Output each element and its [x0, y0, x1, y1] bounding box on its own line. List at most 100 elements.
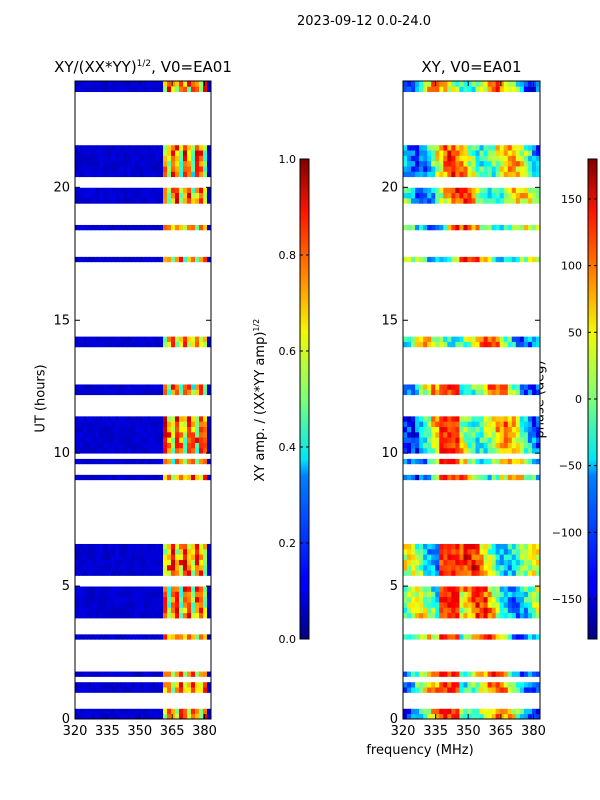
heatmap-cell	[151, 171, 156, 178]
heatmap-cell	[199, 298, 204, 305]
heatmap-cell	[147, 421, 152, 427]
heatmap-cell	[147, 516, 152, 523]
heatmap-cell	[403, 639, 408, 645]
heatmap-cell	[407, 687, 412, 693]
heatmap-cell	[127, 639, 132, 645]
heatmap-cell	[99, 176, 104, 183]
heatmap-cell	[195, 665, 200, 672]
heatmap-cell	[207, 617, 212, 624]
heatmap-cell	[175, 171, 180, 178]
heatmap-cell	[83, 277, 88, 284]
heatmap-cell	[175, 81, 180, 87]
heatmap-cell	[195, 176, 200, 183]
heatmap-cell	[95, 378, 100, 385]
heatmap-cell	[451, 644, 456, 651]
heatmap-cell	[187, 171, 192, 178]
heatmap-cell	[439, 649, 444, 656]
heatmap-cell	[199, 453, 204, 459]
heatmap-cell	[91, 596, 96, 603]
heatmap-cell	[503, 660, 509, 667]
heatmap-cell	[95, 86, 100, 93]
heatmap-cell	[207, 469, 212, 475]
heatmap-cell	[83, 341, 88, 348]
heatmap-cell	[187, 346, 192, 353]
heatmap-cell	[115, 251, 120, 257]
heatmap-cell	[187, 575, 192, 582]
heatmap-cell	[171, 155, 176, 162]
heatmap-cell	[131, 623, 136, 630]
heatmap-cell	[163, 676, 168, 683]
heatmap-cell	[75, 102, 80, 108]
heatmap-cell	[123, 501, 128, 507]
heatmap-cell	[119, 421, 124, 427]
heatmap-cell	[103, 458, 108, 465]
heatmap-cell	[459, 655, 464, 661]
heatmap-cell	[79, 182, 84, 188]
heatmap-cell	[131, 511, 136, 518]
heatmap-cell	[183, 405, 188, 412]
heatmap-cell	[191, 681, 196, 688]
heatmap-cell	[75, 692, 80, 699]
heatmap-cell	[83, 671, 88, 677]
heatmap-cell	[199, 639, 204, 645]
heatmap-cell	[127, 112, 132, 119]
heatmap-cell	[203, 442, 208, 449]
heatmap-cell	[115, 235, 120, 241]
heatmap-cell	[171, 495, 176, 502]
heatmap-cell	[495, 703, 501, 709]
heatmap-cell	[183, 134, 188, 140]
heatmap-cell	[99, 665, 104, 672]
heatmap-cell	[163, 522, 168, 528]
heatmap-cell	[143, 660, 148, 667]
heatmap-cell	[499, 623, 505, 630]
heatmap-cell	[123, 548, 128, 555]
heatmap-cell	[87, 283, 92, 289]
heatmap-cell	[483, 639, 489, 645]
heatmap-cell	[203, 586, 208, 592]
heatmap-cell	[151, 623, 156, 630]
heatmap-cell	[171, 527, 176, 534]
heatmap-cell	[183, 586, 188, 592]
heatmap-cell	[519, 612, 525, 619]
heatmap-cell	[171, 112, 176, 119]
heatmap-cell	[151, 421, 156, 427]
heatmap-cell	[431, 628, 436, 635]
heatmap-cell	[183, 346, 188, 353]
heatmap-cell	[135, 251, 140, 257]
heatmap-cell	[139, 463, 144, 470]
heatmap-cell	[75, 415, 80, 422]
heatmap-cell	[107, 703, 112, 709]
heatmap-cell	[515, 687, 521, 693]
heatmap-cell	[195, 102, 200, 108]
heatmap-cell	[479, 713, 484, 720]
heatmap-cell	[183, 400, 188, 406]
heatmap-cell	[99, 649, 104, 656]
heatmap-cell	[131, 617, 136, 624]
heatmap-cell	[123, 676, 128, 683]
heatmap-cell	[511, 596, 517, 603]
heatmap-cell	[103, 490, 108, 497]
heatmap-cell	[99, 559, 104, 566]
heatmap-cell	[115, 458, 120, 465]
heatmap-cell	[103, 357, 108, 364]
heatmap-cell	[503, 649, 509, 656]
heatmap-cell	[195, 660, 200, 667]
heatmap-cell	[79, 665, 84, 672]
heatmap-cell	[91, 485, 96, 491]
heatmap-cell	[187, 479, 192, 486]
heatmap-cell	[87, 192, 92, 199]
heatmap-cell	[147, 208, 152, 215]
heatmap-cell	[139, 86, 144, 93]
heatmap-cell	[87, 261, 92, 268]
heatmap-cell	[127, 490, 132, 497]
heatmap-cell	[175, 160, 180, 167]
heatmap-cell	[99, 687, 104, 693]
heatmap-cell	[103, 384, 108, 390]
heatmap-cell	[155, 617, 160, 624]
heatmap-cell	[167, 708, 172, 715]
heatmap-cell	[207, 479, 212, 486]
heatmap-cell	[431, 639, 436, 645]
heatmap-cell	[79, 272, 84, 279]
heatmap-cell	[107, 155, 112, 162]
heatmap-cell	[119, 692, 124, 699]
